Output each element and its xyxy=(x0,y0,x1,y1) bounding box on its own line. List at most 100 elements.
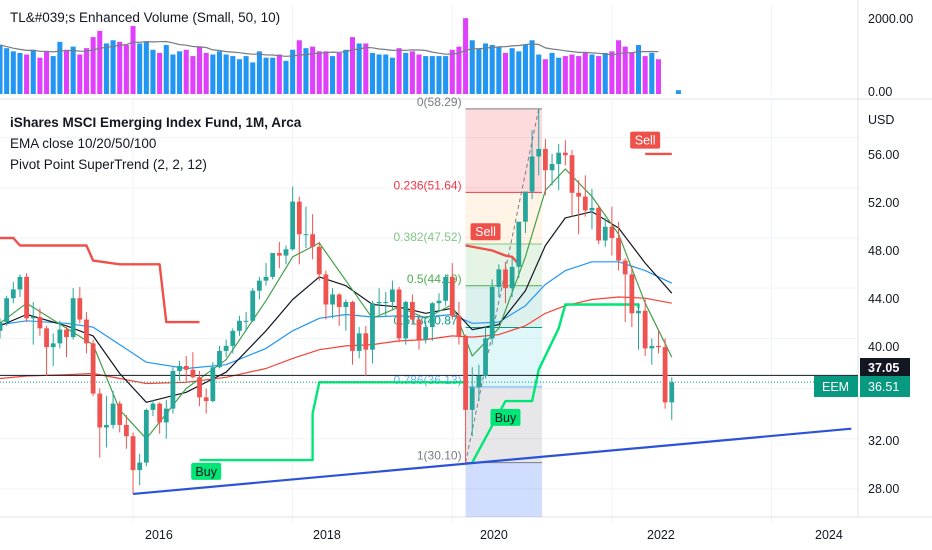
candle-body xyxy=(150,403,156,410)
candle-body xyxy=(336,294,342,307)
volume-bar xyxy=(649,52,655,94)
candle-body xyxy=(662,347,668,403)
candle-body xyxy=(257,280,262,291)
candle-body xyxy=(469,387,475,410)
axes: 2000.00 0.00 USD 56.00 52.00 48.00 44.00… xyxy=(145,12,913,542)
supertrend-down_1 xyxy=(0,236,200,324)
candle-body xyxy=(602,226,608,241)
rising-trendline xyxy=(132,427,852,496)
candle-body xyxy=(217,350,222,368)
candle-body xyxy=(296,201,302,235)
candle-body xyxy=(30,317,36,319)
volume-bar xyxy=(316,51,322,94)
candle-body xyxy=(157,403,163,423)
x-tick-2020: 2020 xyxy=(480,528,508,542)
volume-bar xyxy=(642,56,648,94)
volume-bar xyxy=(602,52,608,94)
price-ref-label: 37.05 xyxy=(868,361,899,375)
volume-bar xyxy=(556,57,562,94)
buy-signal-box xyxy=(191,462,222,480)
volume-bar xyxy=(562,56,568,94)
volume-bar xyxy=(635,45,642,94)
candle-body xyxy=(409,301,415,320)
fibonacci-retracement[interactable]: 0(58.29)0.236(51.64)0.382(47.52)0.5(44.1… xyxy=(394,95,543,517)
candle-body xyxy=(562,152,568,156)
volume-bar xyxy=(436,56,442,94)
volume-bar xyxy=(17,52,23,94)
candlesticks xyxy=(0,108,675,494)
x-tick-2018: 2018 xyxy=(313,528,341,542)
supertrend-legend[interactable]: Pivot Point SuperTrend (2, 2, 12) xyxy=(10,157,207,172)
volume-bar xyxy=(509,48,515,94)
volume-bar xyxy=(283,60,289,94)
candle-body xyxy=(37,317,43,329)
candle-body xyxy=(396,289,402,339)
candle-body xyxy=(197,377,202,398)
candle-body xyxy=(456,315,462,336)
volume-bar xyxy=(336,52,342,94)
candle-body xyxy=(509,266,515,289)
candle-body xyxy=(143,409,149,463)
volume-bar xyxy=(323,51,329,94)
candle-body xyxy=(489,286,495,339)
volume-bar xyxy=(582,52,588,94)
volume-bar xyxy=(655,59,661,94)
candle-body xyxy=(536,148,542,157)
candle-body xyxy=(190,369,196,378)
volume-bar xyxy=(616,40,622,94)
candle-body xyxy=(390,289,395,302)
volume-bar xyxy=(4,48,10,94)
candle-body xyxy=(84,319,89,344)
candle-body xyxy=(316,246,322,275)
symbol-title[interactable]: iShares MSCI Emerging Index Fund, 1M, Ar… xyxy=(10,115,302,130)
candle-body xyxy=(210,367,216,402)
candle-body xyxy=(383,301,389,303)
ema-legend[interactable]: EMA close 10/20/50/100 xyxy=(10,136,157,151)
fib-level-label: 0.236(51.64) xyxy=(394,178,462,192)
volume-bar xyxy=(236,59,242,94)
supertrend-up_1 xyxy=(199,381,466,462)
candle-body xyxy=(90,343,96,394)
ticker-box xyxy=(814,376,858,397)
ema50-line xyxy=(0,261,673,370)
candle-body xyxy=(569,155,575,193)
volume-bar xyxy=(117,41,123,94)
candle-body xyxy=(529,156,535,192)
buy-signal-box xyxy=(490,408,521,426)
volume-bar xyxy=(456,46,462,94)
x-tick-2022: 2022 xyxy=(647,528,675,542)
candle-body xyxy=(263,276,269,281)
candle-body xyxy=(616,238,621,261)
candle-body xyxy=(163,408,169,423)
candle-body xyxy=(123,424,129,437)
candle-body xyxy=(230,330,236,346)
candle-body xyxy=(270,253,276,277)
price-reference-lines xyxy=(0,374,858,383)
candle-body xyxy=(0,322,3,331)
volume-bar xyxy=(463,18,469,94)
volume-legend[interactable]: TL&#039;s Enhanced Volume (Small, 50, 10… xyxy=(10,10,281,25)
volume-bar xyxy=(256,51,262,94)
x-tick-2016: 2016 xyxy=(145,528,173,542)
volume-bar xyxy=(443,56,449,94)
y-tick-44: 44.00 xyxy=(868,292,899,306)
volume-bar xyxy=(536,54,542,94)
volume-bar xyxy=(83,48,89,94)
candle-body xyxy=(649,345,655,349)
candle-body xyxy=(589,207,595,211)
trendline[interactable] xyxy=(132,427,852,496)
candle-body xyxy=(183,365,189,370)
volume-bar xyxy=(330,56,336,94)
candle-body xyxy=(443,276,449,301)
volume-bar xyxy=(210,54,216,94)
candle-body xyxy=(463,335,468,410)
volume-bar xyxy=(469,40,475,94)
candle-body xyxy=(276,253,282,256)
volume-bar xyxy=(383,54,389,94)
candle-body xyxy=(429,303,435,328)
last-price-box xyxy=(860,376,910,397)
volume-bar xyxy=(483,43,489,94)
volume-bar xyxy=(609,51,615,94)
candle-body xyxy=(622,260,628,275)
